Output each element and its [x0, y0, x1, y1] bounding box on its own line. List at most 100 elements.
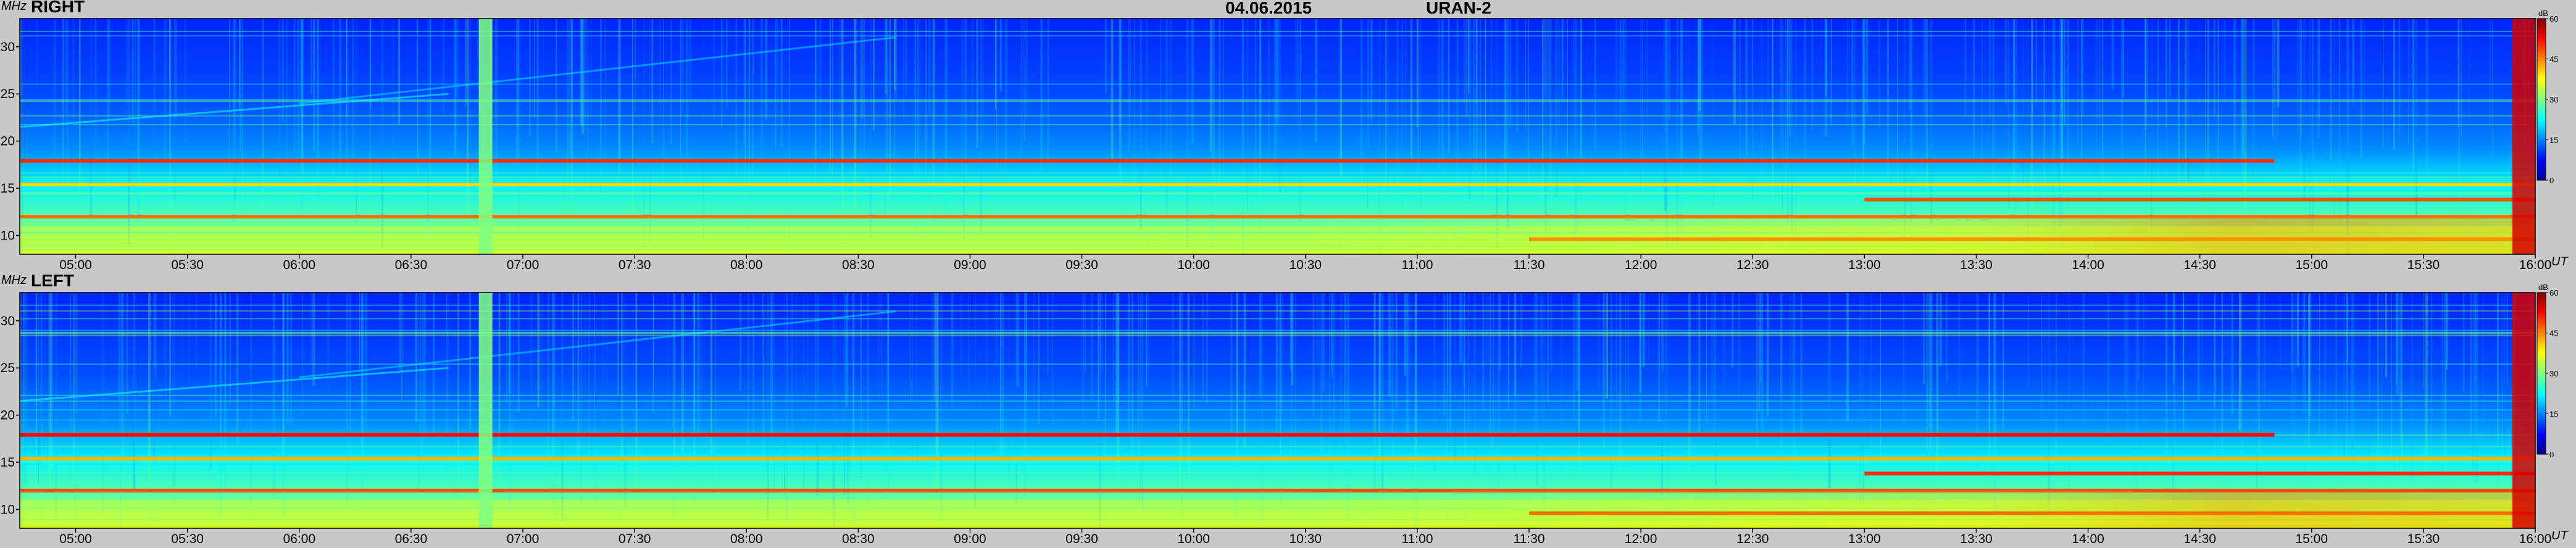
x-tick-label: 06:30	[395, 258, 428, 272]
noise-streak	[586, 19, 588, 186]
noise-streak	[1623, 19, 1625, 89]
colorbar-tick-label: 60	[2549, 288, 2558, 297]
y-tick-label: 15	[1, 181, 15, 196]
interference-line	[20, 510, 2535, 512]
noise-streak	[1580, 19, 1582, 203]
noise-streak	[961, 19, 963, 226]
noise-streak	[861, 293, 862, 431]
noise-streak	[1464, 19, 1465, 106]
noise-streak	[1926, 19, 1928, 199]
noise-streak	[1433, 293, 1436, 471]
noise-streak	[312, 293, 315, 386]
x-tick-label: 05:30	[171, 258, 204, 272]
noise-streak	[2135, 293, 2138, 507]
noise-streak	[2052, 19, 2054, 253]
noise-streak	[48, 293, 51, 493]
noise-streak	[1297, 19, 1298, 98]
noise-streak	[1665, 19, 1668, 247]
noise-streak	[726, 19, 728, 108]
noise-streak	[325, 19, 327, 102]
noise-streak	[1006, 19, 1008, 178]
noise-streak	[1235, 293, 1237, 527]
x-tick-label: 11:30	[1514, 532, 1545, 546]
noise-streak	[580, 293, 582, 502]
noise-streak	[1870, 293, 1872, 528]
noise-streak	[1544, 19, 1547, 231]
noise-streak	[327, 293, 330, 376]
noise-streak	[1828, 293, 1831, 488]
noise-streak	[854, 19, 856, 203]
noise-streak	[2396, 293, 2399, 395]
noise-streak	[1575, 19, 1577, 241]
noise-streak	[2501, 293, 2503, 468]
interference-line	[20, 226, 2535, 228]
noise-streak	[2272, 19, 2274, 138]
colorbar-tick-label: 15	[2549, 136, 2558, 145]
colorbar-tick-label: 0	[2549, 176, 2554, 185]
noise-streak	[770, 293, 773, 433]
noise-streak	[20, 19, 22, 97]
noise-streak	[509, 293, 511, 509]
noise-streak	[743, 19, 746, 148]
noise-streak	[2462, 293, 2465, 394]
noise-streak	[398, 19, 401, 124]
noise-streak	[2256, 293, 2258, 488]
noise-streak	[1878, 19, 1880, 128]
noise-streak	[286, 19, 288, 184]
noise-streak	[1542, 19, 1544, 230]
noise-streak	[2063, 19, 2065, 126]
x-tick-label: 12:00	[1625, 532, 1657, 546]
noise-streak	[2483, 293, 2484, 461]
noise-streak	[1976, 293, 1979, 469]
noise-streak	[1475, 19, 1478, 172]
noise-streak	[1291, 293, 1294, 386]
noise-streak	[1340, 19, 1343, 177]
interference-line	[20, 243, 2535, 245]
spectrogram-area	[20, 293, 2535, 528]
noise-streak	[1715, 293, 1717, 486]
noise-streak	[1541, 293, 1543, 446]
noise-streak	[914, 19, 916, 208]
noise-streak	[1547, 19, 1549, 99]
noise-streak	[2296, 293, 2299, 368]
noise-streak	[2474, 293, 2477, 434]
noise-streak	[1561, 293, 1562, 469]
noise-streak	[1379, 293, 1382, 402]
drift-streak	[299, 310, 896, 379]
noise-streak	[934, 293, 936, 402]
interference-line	[20, 318, 2535, 320]
noise-streak	[752, 293, 755, 438]
noise-streak	[747, 293, 749, 452]
noise-streak	[829, 19, 832, 172]
noise-streak	[791, 293, 793, 438]
noise-streak	[20, 19, 22, 120]
noise-streak	[286, 293, 289, 423]
noise-streak	[1680, 19, 1683, 232]
noise-streak	[447, 293, 449, 465]
noise-streak	[2347, 19, 2349, 237]
noise-streak	[2151, 19, 2153, 241]
x-tick-label: 15:00	[2295, 532, 2328, 546]
noise-streak	[1140, 19, 1142, 230]
emission-band	[20, 159, 2275, 163]
noise-streak	[2352, 19, 2354, 99]
x-tick-label: 10:30	[1289, 258, 1322, 272]
noise-streak	[1556, 19, 1557, 238]
noise-streak	[1099, 293, 1101, 528]
x-tick-label: 13:30	[1960, 532, 1993, 546]
noise-streak	[2497, 293, 2499, 447]
x-tick-label: 11:00	[1401, 532, 1433, 546]
noise-streak	[465, 19, 467, 107]
noise-streak	[2399, 19, 2400, 168]
emission-band	[1864, 197, 2535, 202]
noise-streak	[2213, 19, 2215, 116]
noise-streak	[622, 293, 623, 473]
noise-streak	[537, 293, 540, 408]
noise-streak	[1688, 293, 1691, 476]
noise-streak	[508, 293, 511, 393]
noise-streak	[370, 19, 372, 109]
noise-streak	[1928, 293, 1930, 428]
noise-streak	[681, 293, 684, 454]
noise-streak	[682, 19, 683, 113]
noise-streak	[944, 19, 948, 214]
